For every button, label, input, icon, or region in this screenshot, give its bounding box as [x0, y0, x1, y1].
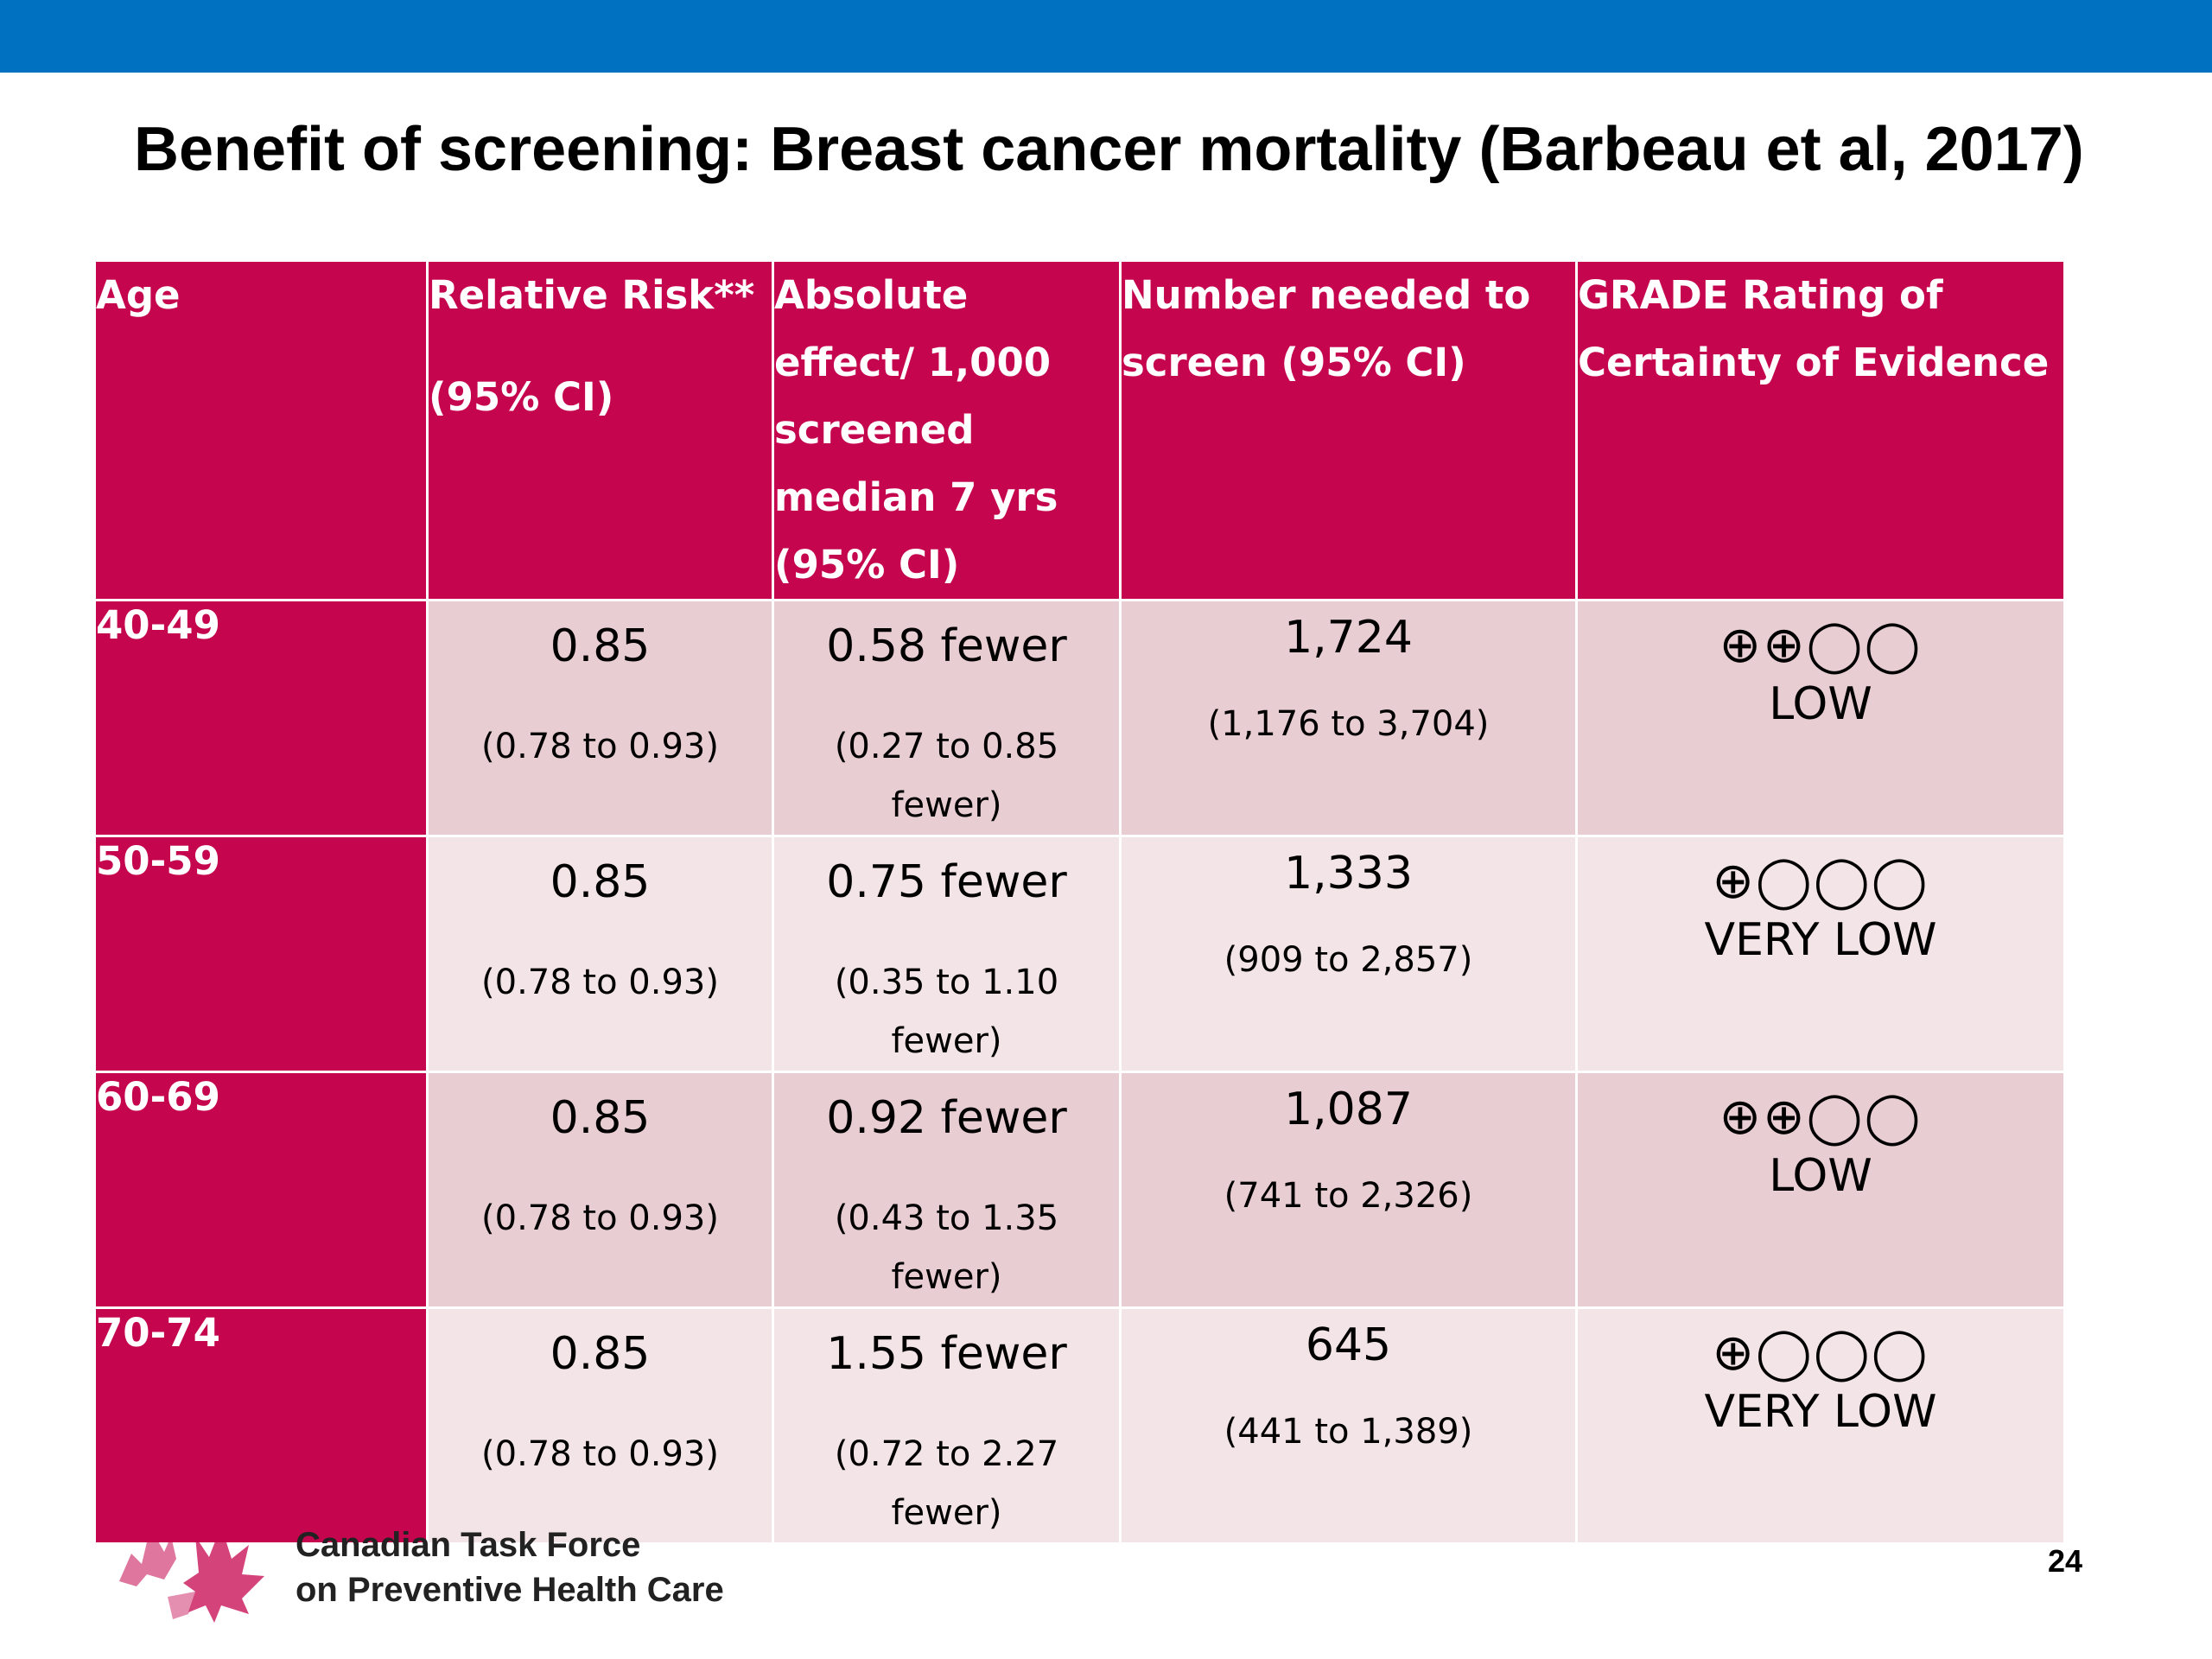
grade-certainty-symbols: ⊕⊕◯◯ [1719, 615, 1923, 674]
header-absolute-effect: Absolute effect/ 1,000 screened median 7… [772, 259, 1122, 601]
grade-certainty-symbols: ⊕⊕◯◯ [1719, 1087, 1923, 1146]
table-row: 50-59 0.85 (0.78 to 0.93) 0.75 fewer (0.… [93, 835, 2066, 1073]
header-relative-risk: Relative Risk** (95% CI) [426, 259, 774, 601]
header-number-needed: Number needed to screen (95% CI) [1119, 259, 1578, 601]
relative-risk-cell: 0.85 (0.78 to 0.93) [426, 835, 774, 1073]
grade-certainty-symbols: ⊕◯◯◯ [1712, 1323, 1929, 1382]
relative-risk-cell: 0.85 (0.78 to 0.93) [426, 599, 774, 837]
page-number: 24 [2047, 1543, 2082, 1579]
age-cell: 60-69 [93, 1071, 429, 1309]
maple-leaf-logo-icon [119, 1526, 264, 1623]
grade-cell: ⊕◯◯◯ VERY LOW [1575, 1306, 2066, 1545]
absolute-effect-cell: 0.75 fewer (0.35 to 1.10 fewer) [772, 835, 1122, 1073]
top-accent-bar [0, 0, 2212, 73]
grade-cell: ⊕⊕◯◯ LOW [1575, 599, 2066, 837]
table-header-row: Age Relative Risk** (95% CI) Absolute ef… [93, 259, 2066, 601]
header-age: Age [93, 259, 429, 601]
header-grade-rating: GRADE Rating of Certainty of Evidence [1575, 259, 2066, 601]
number-needed-cell: 645 (441 to 1,389) [1119, 1306, 1578, 1545]
organization-name: Canadian Task Force on Preventive Health… [296, 1526, 724, 1609]
age-cell: 40-49 [93, 599, 429, 837]
evidence-table: Age Relative Risk** (95% CI) Absolute ef… [93, 259, 2066, 1545]
age-cell: 50-59 [93, 835, 429, 1073]
table-row: 60-69 0.85 (0.78 to 0.93) 0.92 fewer (0.… [93, 1071, 2066, 1309]
table-row: 70-74 0.85 (0.78 to 0.93) 1.55 fewer (0.… [93, 1306, 2066, 1545]
number-needed-cell: 1,333 (909 to 2,857) [1119, 835, 1578, 1073]
absolute-effect-cell: 0.92 fewer (0.43 to 1.35 fewer) [772, 1071, 1122, 1309]
relative-risk-cell: 0.85 (0.78 to 0.93) [426, 1071, 774, 1309]
table-row: 40-49 0.85 (0.78 to 0.93) 0.58 fewer (0.… [93, 599, 2066, 837]
relative-risk-cell: 0.85 (0.78 to 0.93) [426, 1306, 774, 1545]
number-needed-cell: 1,087 (741 to 2,326) [1119, 1071, 1578, 1309]
grade-cell: ⊕◯◯◯ VERY LOW [1575, 835, 2066, 1073]
grade-certainty-symbols: ⊕◯◯◯ [1712, 851, 1929, 910]
absolute-effect-cell: 1.55 fewer (0.72 to 2.27 fewer) [772, 1306, 1122, 1545]
absolute-effect-cell: 0.58 fewer (0.27 to 0.85 fewer) [772, 599, 1122, 837]
age-cell: 70-74 [93, 1306, 429, 1545]
slide-title: Benefit of screening: Breast cancer mort… [134, 115, 2084, 184]
number-needed-cell: 1,724 (1,176 to 3,704) [1119, 599, 1578, 837]
grade-cell: ⊕⊕◯◯ LOW [1575, 1071, 2066, 1309]
